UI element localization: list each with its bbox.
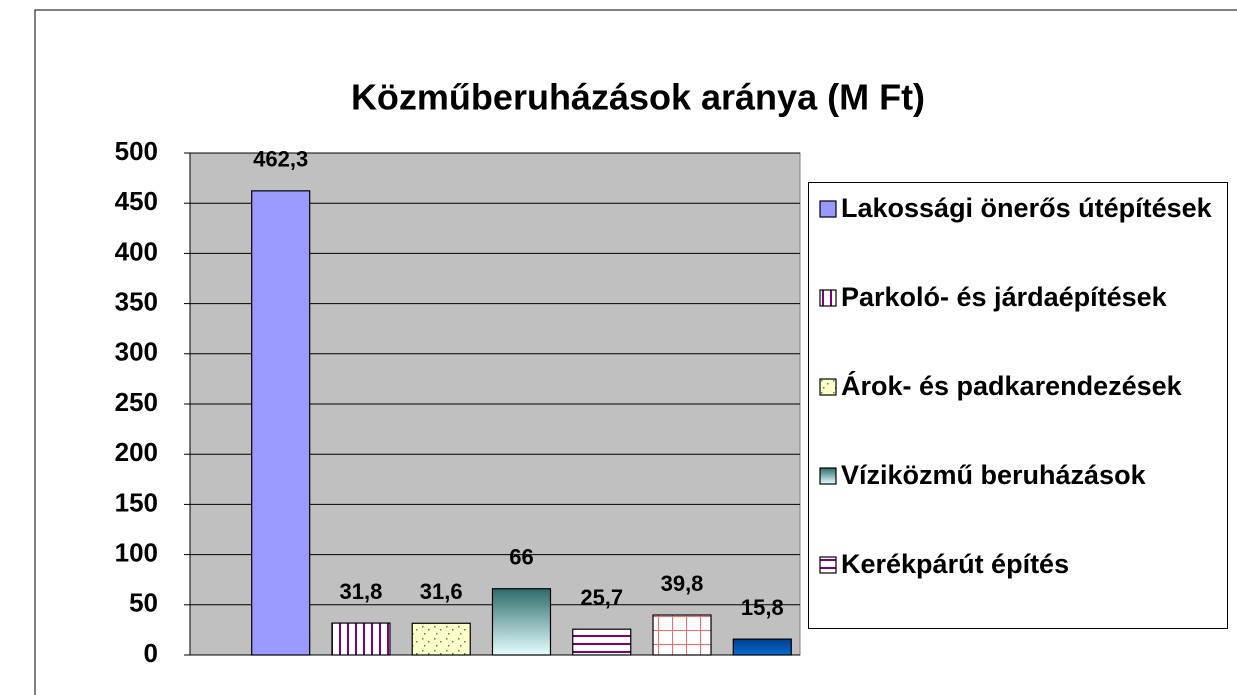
legend: Lakossági önerős útépítések Parkoló- és j… [808,182,1228,629]
y-tick-label: 350 [115,286,158,316]
legend-item: Víziközmű beruházások [819,454,1219,543]
y-tick-label: 500 [115,136,158,166]
legend-item: Parkoló- és járdaépítések [819,276,1219,365]
data-label: 31,8 [340,579,383,604]
bar [572,628,632,656]
legend-item: Kerékpárút építés [819,543,1219,632]
legend-swatch [819,467,837,485]
data-label: 462,3 [253,147,308,172]
data-label: 25,7 [580,585,623,610]
legend-swatch [819,289,837,307]
bar [491,588,552,656]
bar [732,638,792,656]
y-tick-label: 450 [115,186,158,216]
data-label: 66 [509,545,533,570]
chart-title: Közműberuházások aránya (M Ft) [351,77,925,118]
data-label: 39,8 [661,571,704,596]
legend-label: Árok- és padkarendezések [841,371,1182,401]
y-tick-label: 50 [129,588,158,618]
y-tick-label: 250 [115,387,158,417]
data-label: 15,8 [741,595,784,620]
legend-label: Kerékpárút építés [841,549,1070,579]
y-tick-label: 400 [115,236,158,266]
bar [331,622,391,656]
y-tick-label: 150 [115,487,158,517]
frame [34,9,1237,695]
legend-label: Parkoló- és járdaépítések [841,282,1167,312]
legend-label: Víziközmű beruházások [841,460,1146,490]
legend-swatch [819,556,837,574]
legend-item: Árok- és padkarendezések [819,365,1219,454]
bar [411,622,471,656]
y-tick-label: 200 [115,437,158,467]
legend-label: Lakossági önerős útépítések [841,193,1212,223]
legend-item: Lakossági önerős útépítések [819,187,1219,276]
legend-swatch [819,200,837,218]
y-tick-label: 100 [115,537,158,567]
data-label: 31,6 [420,579,463,604]
y-tick-label: 300 [115,337,158,367]
bar [652,614,712,656]
bar [251,190,311,656]
y-tick-label: 0 [144,638,158,668]
legend-swatch [819,378,837,396]
